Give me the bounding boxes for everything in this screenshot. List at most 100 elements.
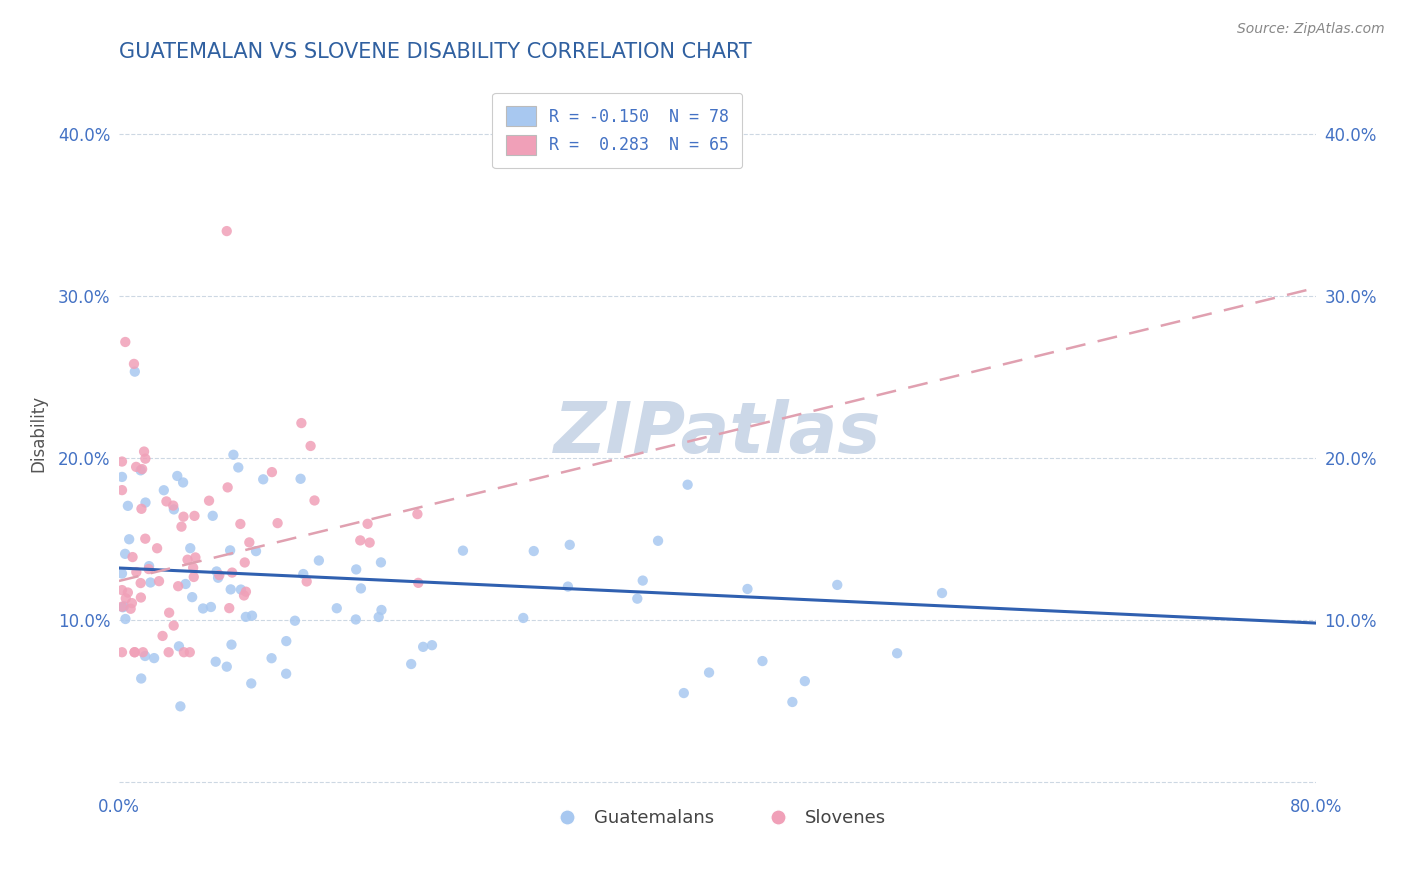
Point	[238, 535, 260, 549]
Point	[676, 477, 699, 491]
Point	[406, 575, 429, 590]
Point	[179, 645, 201, 659]
Point	[121, 596, 143, 610]
Point	[138, 562, 160, 576]
Text: Source: ZipAtlas.com: Source: ZipAtlas.com	[1237, 22, 1385, 37]
Point	[163, 502, 186, 516]
Point	[204, 655, 226, 669]
Point	[235, 610, 257, 624]
Point	[370, 555, 392, 569]
Point	[111, 600, 134, 615]
Point	[122, 357, 145, 371]
Point	[132, 645, 155, 659]
Point	[166, 469, 188, 483]
Point	[111, 470, 134, 484]
Point	[793, 674, 815, 689]
Point	[782, 695, 804, 709]
Point	[226, 460, 249, 475]
Point	[229, 516, 252, 531]
Point	[299, 439, 322, 453]
Point	[157, 606, 180, 620]
Legend: Guatemalans, Slovenes: Guatemalans, Slovenes	[541, 802, 893, 834]
Point	[245, 544, 267, 558]
Point	[167, 579, 190, 593]
Point	[647, 533, 669, 548]
Point	[117, 499, 139, 513]
Point	[266, 516, 288, 530]
Point	[172, 475, 194, 490]
Point	[124, 645, 146, 659]
Point	[125, 565, 148, 579]
Point	[117, 585, 139, 599]
Point	[737, 582, 759, 596]
Point	[218, 601, 240, 615]
Point	[134, 451, 156, 466]
Point	[134, 532, 156, 546]
Point	[886, 646, 908, 660]
Point	[118, 533, 141, 547]
Y-axis label: Disability: Disability	[30, 395, 46, 472]
Point	[350, 582, 373, 596]
Point	[233, 556, 256, 570]
Point	[260, 651, 283, 665]
Point	[155, 494, 177, 508]
Point	[626, 591, 648, 606]
Point	[276, 666, 298, 681]
Point	[114, 612, 136, 626]
Point	[512, 611, 534, 625]
Point	[162, 499, 184, 513]
Point	[138, 559, 160, 574]
Point	[235, 584, 257, 599]
Point	[169, 699, 191, 714]
Point	[356, 516, 378, 531]
Point	[184, 550, 207, 565]
Point	[132, 444, 155, 458]
Point	[129, 576, 152, 591]
Point	[751, 654, 773, 668]
Point	[412, 640, 434, 654]
Point	[240, 608, 263, 623]
Point	[290, 472, 312, 486]
Point	[276, 634, 298, 648]
Point	[290, 416, 312, 430]
Point	[260, 465, 283, 479]
Point	[697, 665, 720, 680]
Point	[143, 651, 166, 665]
Point	[344, 612, 367, 626]
Point	[181, 590, 204, 604]
Point	[292, 567, 315, 582]
Point	[152, 629, 174, 643]
Point	[215, 224, 238, 238]
Point	[114, 547, 136, 561]
Point	[295, 574, 318, 589]
Point	[173, 645, 195, 659]
Point	[148, 574, 170, 589]
Point	[557, 580, 579, 594]
Point	[931, 586, 953, 600]
Point	[201, 508, 224, 523]
Point	[131, 462, 153, 476]
Point	[252, 472, 274, 486]
Point	[114, 591, 136, 606]
Point	[146, 541, 169, 556]
Point	[112, 599, 135, 614]
Point	[222, 448, 245, 462]
Point	[205, 565, 228, 579]
Point	[207, 571, 229, 585]
Point	[420, 638, 443, 652]
Point	[167, 640, 190, 654]
Point	[114, 334, 136, 349]
Point	[406, 507, 429, 521]
Point	[134, 648, 156, 663]
Point	[124, 645, 146, 659]
Point	[221, 638, 243, 652]
Point	[349, 533, 371, 548]
Text: ZIPatlas: ZIPatlas	[554, 399, 882, 468]
Point	[111, 599, 134, 614]
Point	[198, 493, 221, 508]
Point	[183, 570, 205, 584]
Point	[157, 645, 180, 659]
Point	[111, 583, 134, 598]
Point	[111, 454, 134, 468]
Point	[240, 676, 263, 690]
